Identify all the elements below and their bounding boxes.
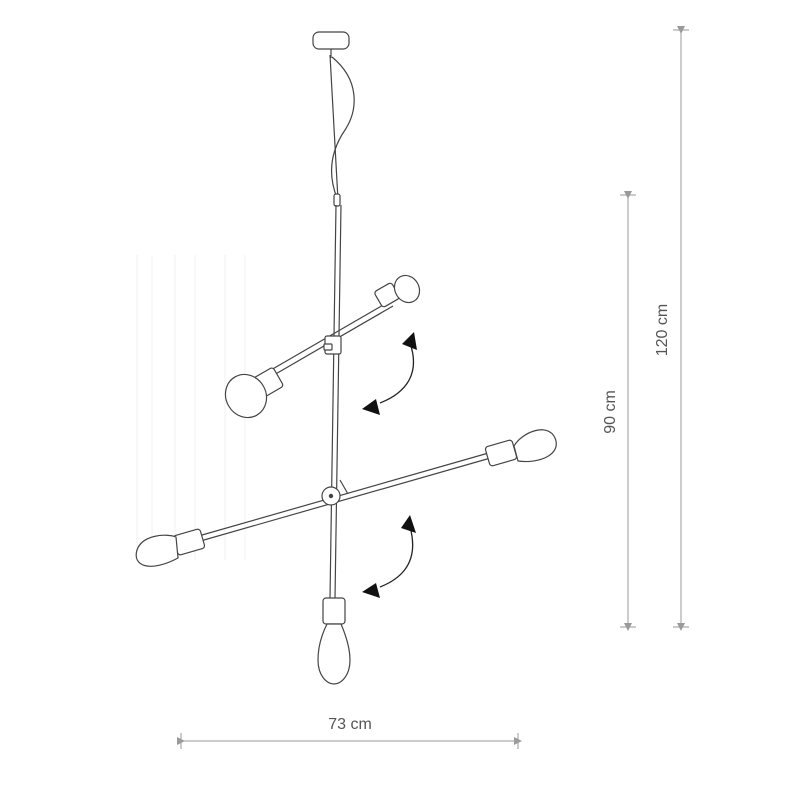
ceiling-canopy	[312, 31, 350, 58]
lower-arm	[194, 451, 495, 543]
body-height-dimension-line	[620, 191, 636, 631]
main-stem	[329, 204, 342, 599]
ghost-background-lines	[136, 255, 246, 560]
upper-arm	[263, 300, 394, 380]
rotation-arrow-lower	[362, 515, 416, 598]
body-height-label: 90 cm	[602, 390, 619, 434]
total-height-label: 120 cm	[654, 304, 671, 356]
bulb-lower-right	[484, 429, 557, 467]
bulb-bottom	[317, 597, 351, 685]
total-height-dimension-line	[673, 26, 689, 631]
bulb-upper-left	[224, 367, 284, 419]
bulb-lower-left	[135, 528, 206, 567]
rotation-arrow-upper	[362, 332, 417, 415]
suspension-cable	[329, 54, 355, 207]
width-dimension-line	[177, 733, 522, 749]
width-label: 73 cm	[328, 716, 372, 733]
bulb-upper-right	[374, 274, 421, 308]
